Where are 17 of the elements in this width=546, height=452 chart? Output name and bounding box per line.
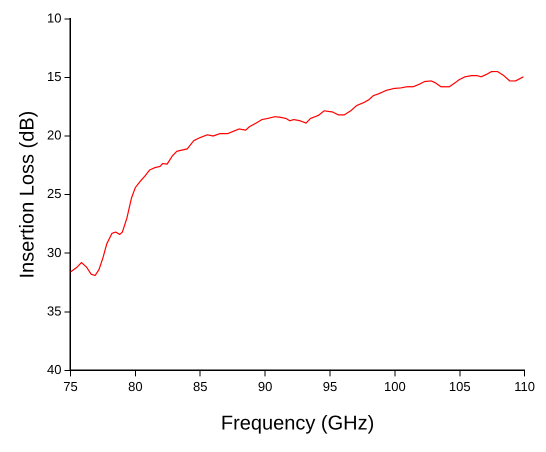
x-tick-label: 110: [514, 378, 536, 394]
x-tick-label: 90: [258, 378, 272, 394]
y-tick-label: 25: [46, 186, 62, 202]
x-axis-title: Frequency (GHz): [220, 412, 374, 435]
x-tick-label: 85: [192, 378, 208, 394]
y-tick-label: 10: [46, 10, 62, 26]
x-tick-label: 95: [322, 378, 338, 394]
y-tick-label: 30: [46, 244, 62, 260]
y-tick-label: 20: [46, 128, 62, 143]
x-tick-label: 80: [128, 378, 143, 394]
y-tick-label: 15: [46, 68, 62, 84]
x-tick-label: 75: [63, 378, 78, 394]
y-tick-label: 40: [46, 362, 62, 377]
x-tick-label: 105: [448, 378, 471, 394]
y-tick-label: 35: [46, 303, 62, 318]
y-axis-title: Insertion Loss (dB): [16, 110, 39, 279]
x-tick-label: 100: [384, 378, 406, 394]
